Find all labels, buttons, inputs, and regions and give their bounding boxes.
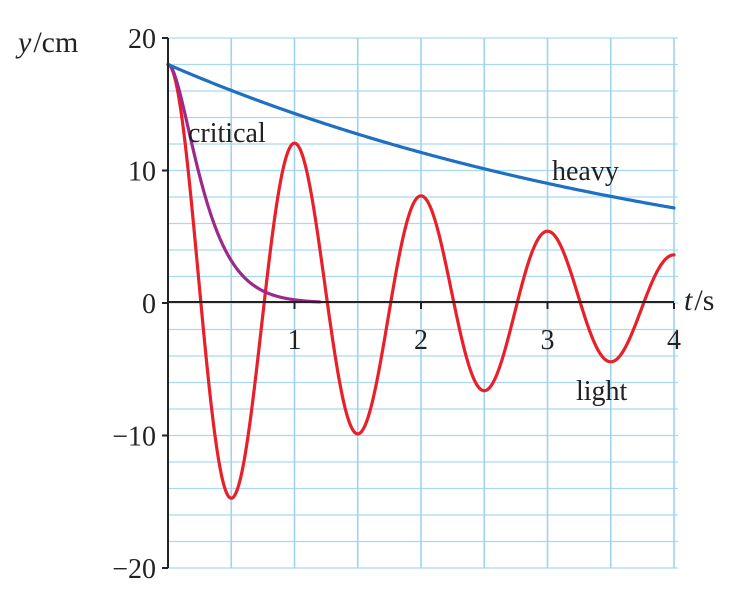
x-axis-variable: t	[684, 284, 693, 317]
y-axis-label: y/cm	[15, 26, 78, 59]
y-tick-label: −10	[112, 422, 156, 453]
x-tick-label: 1	[288, 325, 302, 356]
annotation-heavy: heavy	[552, 156, 619, 187]
series-line-heavy	[166, 62, 676, 210]
y-axis-variable: y	[15, 26, 32, 59]
annotation-critical: critical	[188, 118, 266, 149]
annotation-light: light	[576, 376, 628, 407]
y-axis-unit: cm	[42, 26, 79, 59]
y-tick-label: −20	[112, 554, 156, 585]
x-tick-label: 4	[667, 325, 681, 356]
series-line-light	[166, 62, 676, 500]
x-tick-label: 3	[541, 325, 555, 356]
y-tick-label: 0	[142, 289, 156, 320]
curves	[166, 62, 676, 500]
x-tick-label: 2	[414, 325, 428, 356]
y-tick-label: 20	[128, 24, 156, 55]
y-tick-label: 10	[128, 157, 156, 188]
series-line-critical	[166, 62, 322, 304]
x-axis-label: t/s	[684, 284, 714, 317]
ticks: 20 10 0 −10 −20 1 2 3 4	[112, 24, 681, 585]
x-axis-unit: s	[703, 284, 715, 317]
